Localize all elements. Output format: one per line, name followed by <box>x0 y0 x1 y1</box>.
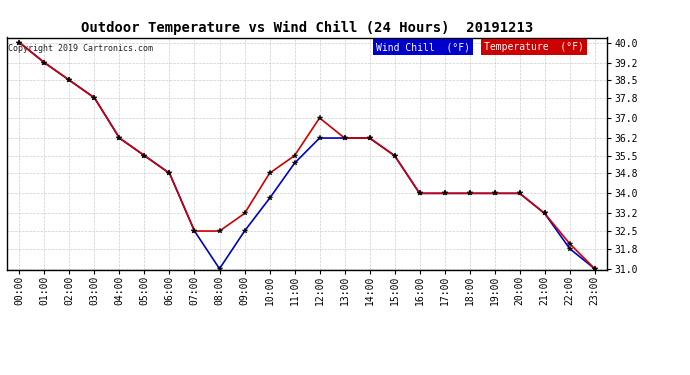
Text: Copyright 2019 Cartronics.com: Copyright 2019 Cartronics.com <box>8 45 153 54</box>
Text: Wind Chill  (°F): Wind Chill (°F) <box>376 42 470 52</box>
Title: Outdoor Temperature vs Wind Chill (24 Hours)  20191213: Outdoor Temperature vs Wind Chill (24 Ho… <box>81 21 533 35</box>
Text: Temperature  (°F): Temperature (°F) <box>484 42 584 52</box>
